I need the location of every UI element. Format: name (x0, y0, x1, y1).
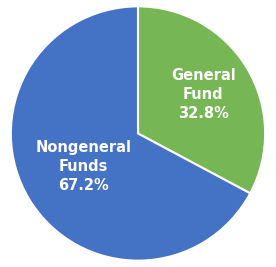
Wedge shape (138, 6, 265, 193)
Text: General
Fund
32.8%: General Fund 32.8% (171, 68, 236, 121)
Text: Nongeneral
Funds
67.2%: Nongeneral Funds 67.2% (36, 139, 131, 193)
Wedge shape (11, 6, 250, 261)
